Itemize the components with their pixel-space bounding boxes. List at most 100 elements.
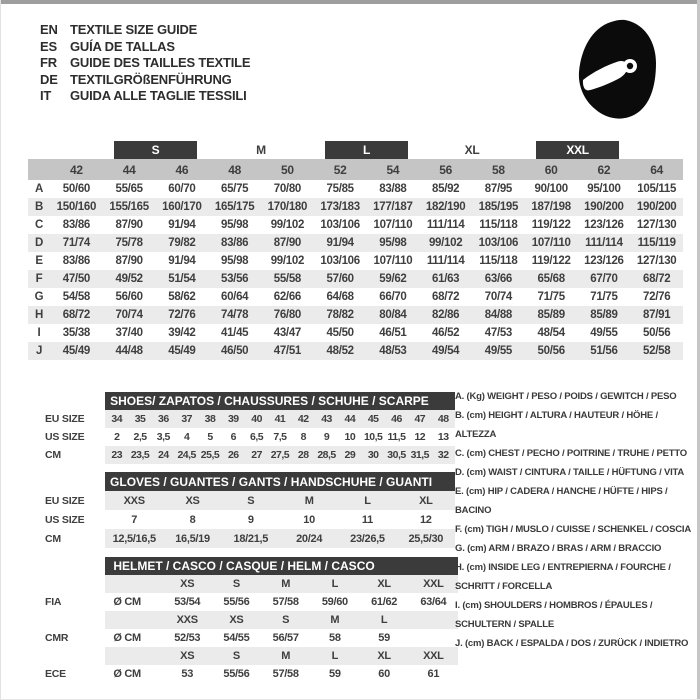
measurement-cell: 170/180	[261, 198, 314, 216]
measurement-cell: 95/98	[220, 219, 249, 231]
shoes-cell: 39	[221, 410, 245, 428]
helmet-cell: L	[310, 575, 360, 593]
measurement-cell: 91/94	[313, 234, 367, 252]
gloves-title-spacer	[28, 472, 105, 491]
shoes-cell: 5	[207, 431, 213, 443]
measurement-cell: 80/84	[366, 306, 420, 324]
measurement-cell: 50/60	[62, 183, 91, 195]
language-code: IT	[40, 88, 52, 103]
size-group-cell-l: L	[314, 140, 420, 159]
shoes-row: CM 23 23,5 24 24,5 25,5 26 27 27,5 28 28,5 29 30 30,5…	[28, 446, 455, 464]
helmet-row: XXS XS S M L	[28, 611, 458, 629]
measurement-cell: 49/54	[419, 342, 473, 360]
shoes-cell: 27	[244, 446, 269, 464]
measurement-cell: 79/82	[155, 234, 209, 252]
size-group-cell-s: S	[103, 140, 209, 159]
measurement-cell: 103/106	[472, 234, 525, 252]
helmet-row: XS S M L XL XXL	[28, 647, 458, 665]
measurement-cell: 47/53	[484, 327, 513, 339]
measurement-row-label: C	[34, 219, 43, 231]
helmet-cell: L	[359, 611, 409, 629]
measurement-cell: 50/56	[524, 342, 578, 360]
legend-line: F. (cm) TIGH / MUSLO / CUISSE / SCHENKEL…	[455, 524, 691, 535]
shoes-cell: 28,5	[314, 446, 339, 464]
shoes-cell: 27,5	[268, 446, 292, 464]
language-code: ES	[40, 38, 57, 54]
legend-line: G. (cm) ARM / BRAZO / BRAS / ARM / BRACC…	[455, 543, 662, 554]
helmet-cell: S	[211, 647, 262, 665]
shoes-cell: 10,5	[363, 431, 383, 443]
measurement-cell: 155/165	[102, 198, 156, 216]
measurement-cell: 65/68	[524, 270, 578, 288]
page-edge-right	[697, 0, 700, 700]
measurement-cell: 85/89	[524, 306, 578, 324]
helmet-title-spacer	[28, 557, 105, 575]
helmet-cell: XL	[359, 647, 409, 665]
measurement-row: F 47/50 49/52 51/54 53/56 55/58 57/60 59/62 61/6…	[28, 270, 684, 288]
shoes-cell: 2	[114, 431, 120, 443]
measurement-cell: 72/76	[643, 291, 671, 303]
helmet-table: HELMET / CASCO / CASQUE / HELM / CASCO XS…	[28, 557, 458, 683]
gloves-cell: 9	[247, 513, 254, 526]
measurement-cell: 68/72	[50, 306, 103, 324]
helmet-cell: XS	[211, 611, 262, 629]
size-header-cell: 60	[524, 159, 578, 180]
size-group-label: S	[114, 141, 197, 159]
measurement-cell: 41/45	[220, 327, 249, 339]
size-header-cell: 44	[102, 159, 156, 180]
measurement-cell: 107/110	[373, 255, 413, 267]
measurement-cell: 91/94	[168, 219, 196, 231]
shoes-cell: 23,5	[128, 446, 152, 464]
shoes-cell: 35	[128, 410, 152, 428]
helmet-cell	[105, 647, 163, 665]
size-group-label: L	[325, 141, 408, 159]
helmet-row: CMR Ø CM 52/53 54/55 56/57 58 59	[28, 629, 458, 647]
measurement-cell: 57/60	[313, 270, 367, 288]
measurement-cell: 87/95	[484, 183, 513, 195]
size-header-cell: 56	[419, 159, 473, 180]
shoes-cell: 37	[175, 410, 199, 428]
helmet-cell: M	[261, 575, 311, 593]
shoes-cell: 12	[414, 431, 426, 443]
gloves-row-label: EU SIZE	[45, 494, 85, 507]
shoes-cell: 30,5	[384, 446, 409, 464]
measurement-row: J 45/49 44/48 45/49 46/50 47/51 48/52 48/53 49/5…	[28, 342, 684, 360]
measurement-cell: 115/118	[479, 255, 518, 267]
shoes-cell: 36	[151, 410, 176, 428]
gloves-cell: XXS	[105, 491, 164, 510]
measurement-row-label: G	[34, 291, 44, 303]
shoes-cell: 47	[408, 410, 432, 428]
language-label: GUIDE DES TAILLES TEXTILE	[70, 55, 251, 70]
measurement-cell: 123/126	[584, 219, 624, 231]
measurement-cell: 95/98	[366, 234, 420, 252]
legend-line: J. (cm) BACK / ESPALDA / DOS / ZURÜCK / …	[455, 638, 689, 649]
shoes-cell: 9	[323, 431, 330, 443]
helmet-cell: 61	[427, 668, 440, 680]
measurement-cell: 71/75	[537, 291, 566, 303]
language-row: FR GUIDE DES TAILLES TEXTILE	[40, 55, 251, 72]
measurement-cell: 67/70	[577, 270, 631, 288]
measurement-cell: 68/72	[432, 291, 460, 303]
size-header-cell: 54	[366, 159, 420, 180]
measurement-cell: 58/62	[168, 291, 196, 303]
measurement-cell: 99/102	[270, 255, 305, 267]
helmet-cell: 57/58	[272, 668, 299, 680]
helmet-row-label	[28, 647, 105, 665]
measurement-cell: 187/198	[524, 198, 578, 216]
helmet-cell: 59	[378, 632, 390, 644]
shoes-cell: 32	[431, 446, 455, 464]
helmet-cell	[105, 611, 163, 629]
size-header-cell: 52	[313, 159, 367, 180]
gloves-row-label: CM	[45, 532, 61, 545]
shoes-row-label: CM	[45, 449, 61, 461]
language-label: TEXTILGRÖßENFÜHRUNG	[70, 71, 232, 87]
measurement-cell: 39/42	[168, 327, 196, 339]
measurement-cell: 87/91	[630, 306, 684, 324]
shoes-cell: 28	[291, 446, 315, 464]
shoes-cell: 46	[384, 410, 409, 428]
helmet-cell: S	[211, 575, 262, 593]
helmet-row: FIA Ø CM 53/54 55/56 57/58 59/60 61/62 63/64	[28, 593, 458, 611]
measurement-cell: 63/66	[472, 270, 525, 288]
language-label: GUÍA DE TALLAS	[70, 38, 175, 54]
